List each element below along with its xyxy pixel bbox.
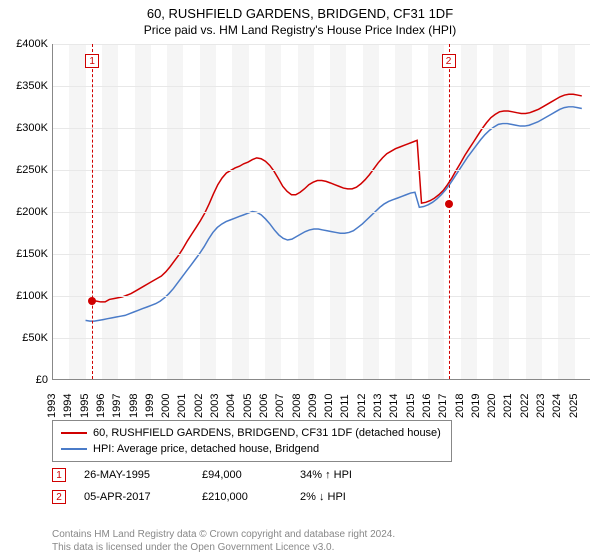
sales-row-2: 2 05-APR-2017 £210,000 2% ↓ HPI [52,486,390,508]
chart-container: 60, RUSHFIELD GARDENS, BRIDGEND, CF31 1D… [0,0,600,560]
legend-swatch-hpi [61,448,87,450]
chart-title-subtitle: Price paid vs. HM Land Registry's House … [0,23,600,37]
x-axis-tick-label: 2005 [242,382,254,418]
legend-box: 60, RUSHFIELD GARDENS, BRIDGEND, CF31 1D… [52,420,452,462]
x-axis-tick-label: 2000 [160,382,172,418]
x-axis-tick-label: 2003 [209,382,221,418]
plot-wrap: 12 £0£50K£100K£150K£200K£250K£300K£350K£… [0,44,600,414]
x-axis-tick-label: 2012 [356,382,368,418]
x-axis-tick-label: 2022 [519,382,531,418]
x-axis-tick-label: 2011 [339,382,351,418]
y-axis-tick-label: £100K [0,290,48,302]
x-axis-tick-label: 2019 [470,382,482,418]
x-axis-tick-label: 2015 [405,382,417,418]
x-axis-tick-label: 2002 [193,382,205,418]
series-line-hpi [86,107,582,321]
x-axis-tick-label: 2014 [388,382,400,418]
x-axis-tick-label: 1993 [46,382,58,418]
x-axis-tick-label: 2020 [486,382,498,418]
x-axis-tick-label: 2010 [323,382,335,418]
sale-marker-box-2: 2 [442,54,456,68]
y-axis-tick-label: £0 [0,374,48,386]
y-axis-tick-label: £350K [0,80,48,92]
plot-area: 12 [52,44,590,380]
sale-marker-box-1: 1 [85,54,99,68]
legend-item-hpi: HPI: Average price, detached house, Brid… [61,441,443,457]
y-axis-tick-label: £250K [0,164,48,176]
legend-swatch-price-paid [61,432,87,434]
x-axis-tick-label: 2021 [502,382,514,418]
x-axis-tick-label: 2013 [372,382,384,418]
series-line-price_paid [92,94,582,302]
x-axis-tick-label: 2009 [307,382,319,418]
x-axis-tick-label: 2017 [437,382,449,418]
sales-marker-2: 2 [52,490,66,504]
sales-price-2: £210,000 [202,491,282,503]
legend-label-hpi: HPI: Average price, detached house, Brid… [93,443,319,455]
footer-line-2: This data is licensed under the Open Gov… [52,541,395,554]
sales-marker-1: 1 [52,468,66,482]
x-axis-tick-label: 1998 [128,382,140,418]
x-axis-tick-label: 1994 [62,382,74,418]
y-axis-tick-label: £200K [0,206,48,218]
x-axis-tick-label: 2006 [258,382,270,418]
legend-label-price-paid: 60, RUSHFIELD GARDENS, BRIDGEND, CF31 1D… [93,427,441,439]
sales-price-1: £94,000 [202,469,282,481]
sales-pct-1: 34% ↑ HPI [300,469,390,481]
sales-pct-2: 2% ↓ HPI [300,491,390,503]
x-axis-tick-label: 2008 [291,382,303,418]
x-axis-tick-label: 1996 [95,382,107,418]
chart-title-address: 60, RUSHFIELD GARDENS, BRIDGEND, CF31 1D… [0,6,600,21]
sale-dot-1 [88,297,96,305]
x-axis-tick-label: 2024 [551,382,563,418]
x-axis-tick-label: 2007 [274,382,286,418]
footer-credits: Contains HM Land Registry data © Crown c… [52,528,395,554]
sales-table: 1 26-MAY-1995 £94,000 34% ↑ HPI 2 05-APR… [52,464,390,508]
y-axis-tick-label: £400K [0,38,48,50]
x-axis-tick-label: 2023 [535,382,547,418]
x-axis-tick-label: 2016 [421,382,433,418]
sales-row-1: 1 26-MAY-1995 £94,000 34% ↑ HPI [52,464,390,486]
sales-date-1: 26-MAY-1995 [84,469,184,481]
x-axis-tick-label: 2004 [225,382,237,418]
sales-date-2: 05-APR-2017 [84,491,184,503]
chart-titles: 60, RUSHFIELD GARDENS, BRIDGEND, CF31 1D… [0,0,600,37]
footer-line-1: Contains HM Land Registry data © Crown c… [52,528,395,541]
legend-item-price-paid: 60, RUSHFIELD GARDENS, BRIDGEND, CF31 1D… [61,425,443,441]
x-axis-tick-label: 1997 [111,382,123,418]
y-axis-tick-label: £300K [0,122,48,134]
x-axis-tick-label: 2001 [176,382,188,418]
x-axis-tick-label: 1995 [79,382,91,418]
x-axis-tick-label: 2018 [454,382,466,418]
sale-vline-2 [449,44,450,379]
sale-dot-2 [445,200,453,208]
x-axis-tick-label: 2025 [568,382,580,418]
y-axis-tick-label: £50K [0,332,48,344]
x-axis-tick-label: 1999 [144,382,156,418]
sale-vline-1 [92,44,93,379]
y-axis-tick-label: £150K [0,248,48,260]
